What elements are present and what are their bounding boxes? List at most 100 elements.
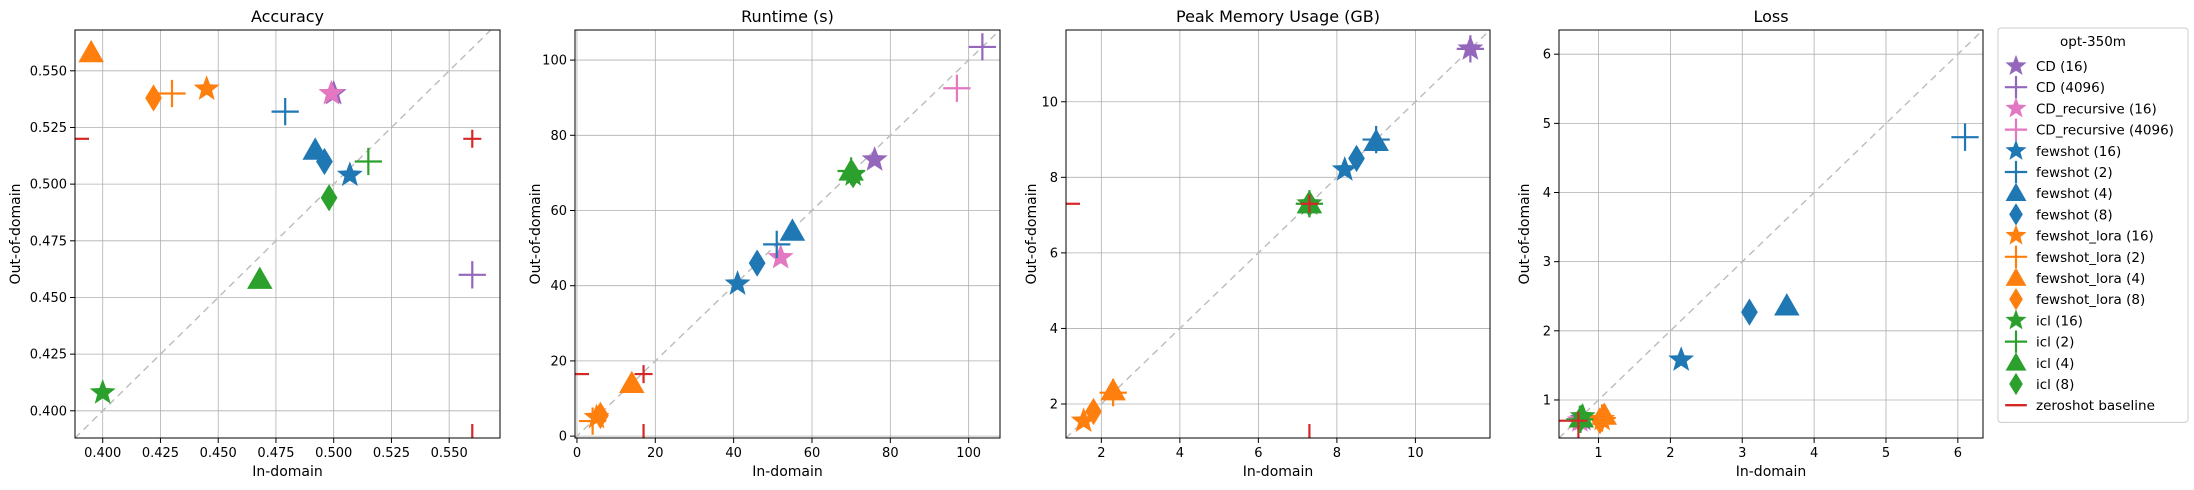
y-tick-label: 3 <box>1543 255 1551 270</box>
legend-entry-label: icl (4) <box>2036 356 2074 372</box>
data-point <box>767 243 794 269</box>
x-tick-label: 0 <box>573 446 581 461</box>
legend-entry-label: fewshot_lora (8) <box>2036 292 2145 308</box>
x-tick-label: 20 <box>647 446 664 461</box>
y-tick-label: 0.475 <box>30 234 67 249</box>
legend-entry-label: fewshot (2) <box>2036 165 2113 181</box>
x-tick-label: 60 <box>804 446 821 461</box>
legend-box <box>1997 27 2189 423</box>
chart-panel: 1 2 3 4 5 6 1 2 3 4 5 6 Loss In-domain Out-of-domain <box>1517 7 1984 480</box>
data-point <box>193 75 220 100</box>
data-point <box>316 147 333 176</box>
data-point <box>943 74 971 102</box>
x-tick-label: 6 <box>1954 446 1962 461</box>
y-tick-label: 0.550 <box>30 64 67 79</box>
y-tick-label: 0.425 <box>30 348 67 363</box>
x-tick-label: 2 <box>1097 446 1105 461</box>
legend-entry-label: fewshot_lora (2) <box>2036 250 2145 266</box>
legend-title: opt-350m <box>2060 34 2126 50</box>
data-point <box>78 39 104 63</box>
y-tick-label: 2 <box>1050 398 1058 413</box>
data-point <box>1668 346 1695 371</box>
y-tick-label: 80 <box>550 129 567 144</box>
legend-entry-label: icl (8) <box>2036 377 2074 393</box>
legend-marker <box>2009 372 2023 396</box>
y-tick-label: 10 <box>1041 95 1058 110</box>
y-tick-label: 0 <box>559 430 567 445</box>
x-tick-label: 8 <box>1333 446 1341 461</box>
x-tick-label: 0.550 <box>431 446 468 461</box>
y-tick-label: 40 <box>550 279 567 294</box>
data-point <box>619 370 645 394</box>
y-tick-label: 4 <box>1543 186 1551 201</box>
legend-marker <box>2005 352 2027 371</box>
axes-frame <box>74 29 501 439</box>
x-tick-label: 5 <box>1882 446 1890 461</box>
legend-entry-label: zeroshot baseline <box>2036 398 2155 414</box>
data-point <box>1100 378 1126 401</box>
y-tick-label: 6 <box>1543 48 1551 63</box>
legend-entry-label: fewshot_lora (16) <box>2036 229 2154 245</box>
y-axis-label: Out-of-domain <box>528 184 544 285</box>
data-point <box>145 84 162 112</box>
data-point <box>724 270 751 295</box>
axes-frame <box>1558 29 1984 439</box>
y-tick-label: 0.400 <box>30 404 67 419</box>
panel-title: Accuracy <box>251 7 324 26</box>
legend-marker <box>2009 203 2023 226</box>
x-tick-label: 4 <box>1176 446 1184 461</box>
data-point <box>779 218 806 241</box>
data-point <box>861 146 888 171</box>
x-tick-label: 3 <box>1738 446 1746 461</box>
legend-marker <box>2004 118 2028 141</box>
x-tick-label: 40 <box>725 446 742 461</box>
y-tick-label: 0.500 <box>30 178 67 193</box>
x-tick-label: 6 <box>1254 446 1262 461</box>
y-tick-label: 5 <box>1543 117 1551 132</box>
x-tick-label: 2 <box>1666 446 1674 461</box>
y-axis-label: Out-of-domain <box>8 184 24 285</box>
legend-marker <box>2005 54 2027 76</box>
legend-marker <box>2005 182 2027 202</box>
x-tick-label: 0.500 <box>315 446 352 461</box>
legend-entry-label: CD (4096) <box>2036 80 2105 96</box>
legend-entry-label: fewshot_lora (4) <box>2036 271 2145 287</box>
legend-entry-label: CD (16) <box>2036 59 2088 75</box>
y-tick-label: 8 <box>1050 171 1058 186</box>
legend-marker <box>2005 224 2027 245</box>
legend-entry-label: icl (16) <box>2036 313 2083 329</box>
legend-marker <box>2005 139 2027 160</box>
x-tick-label: 10 <box>1407 446 1424 461</box>
data-point <box>1331 156 1358 181</box>
y-tick-label: 6 <box>1050 246 1058 261</box>
data-point <box>748 249 766 277</box>
data-point <box>844 161 862 189</box>
y-tick-label: 0.450 <box>30 291 67 306</box>
data-point <box>318 79 345 105</box>
y-tick-label: 100 <box>542 54 567 69</box>
data-point <box>968 33 997 61</box>
y-axis-label: Out-of-domain <box>1024 184 1040 285</box>
data-point <box>1348 144 1365 173</box>
chart-panel: 2 4 6 8 10 2 4 6 8 10 Peak Memory Usage (GB) In-dom… <box>1024 7 1491 480</box>
data-point <box>354 147 382 176</box>
legend-entry-label: fewshot (4) <box>2036 186 2113 202</box>
data-point <box>158 79 186 108</box>
legend-marker <box>2005 97 2027 118</box>
axes-frame <box>1065 29 1491 439</box>
data-point <box>271 97 299 126</box>
legend: opt-350m CD (16) CD (4096) CD_recursive (16… <box>1997 27 2189 423</box>
legend-marker <box>2004 330 2028 353</box>
data-point <box>89 379 116 404</box>
zeroshot-baseline-point <box>463 129 482 148</box>
y-tick-label: 0.525 <box>30 121 67 136</box>
x-tick-label: 4 <box>1810 446 1818 461</box>
x-axis-label: In-domain <box>752 464 823 480</box>
x-tick-label: 0.525 <box>373 446 410 461</box>
y-tick-label: 60 <box>550 204 567 219</box>
data-point <box>247 266 273 289</box>
legend-marker <box>2004 76 2028 99</box>
data-point <box>320 184 338 212</box>
data-point <box>1741 298 1758 326</box>
